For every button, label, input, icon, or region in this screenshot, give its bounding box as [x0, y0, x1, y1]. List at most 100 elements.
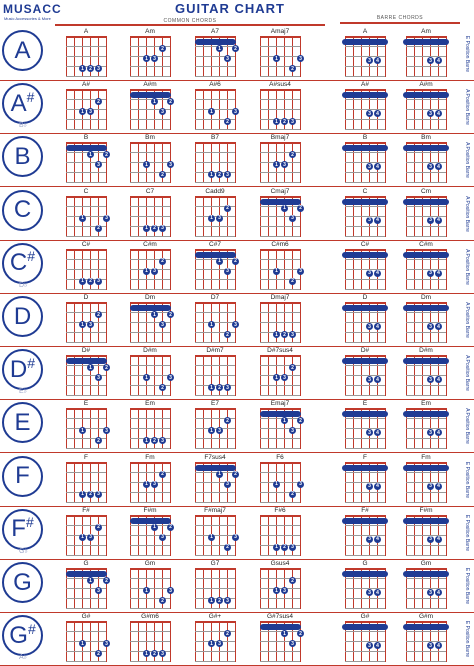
key-circle: F #	[2, 508, 43, 550]
barre-bar	[66, 145, 107, 152]
fret-line	[260, 534, 300, 536]
key-letter: B	[14, 142, 31, 170]
finger-dot: 3	[289, 640, 296, 648]
string	[235, 36, 236, 77]
key-circle: B	[2, 136, 43, 178]
fret-line	[406, 385, 446, 387]
chord-diagram: F#6 1 2 3	[252, 506, 308, 560]
page-title: GUITAR CHART	[175, 1, 285, 16]
string	[446, 302, 447, 343]
fret-line	[406, 288, 446, 290]
barre-bar	[342, 145, 388, 152]
chord-diagram: G#m 3 4	[398, 612, 454, 666]
nut	[345, 248, 385, 251]
string	[170, 621, 171, 663]
nut	[260, 248, 300, 251]
fret-line	[345, 119, 385, 121]
chord-name: Bmaj7	[270, 134, 290, 142]
finger-dot: 2	[103, 151, 110, 159]
chord-name: G	[362, 560, 368, 567]
finger-dot: 3	[289, 543, 296, 551]
finger-dot: 4	[435, 110, 442, 118]
row-divider	[0, 186, 474, 188]
fret-line	[130, 428, 170, 430]
chord-diagram: Bm 1 2 3	[122, 133, 178, 187]
finger-dot: 3	[281, 587, 288, 594]
string	[106, 89, 107, 131]
fret-line	[130, 332, 170, 333]
barre-position-label: A Position Barre	[462, 240, 472, 294]
barre-position-label: E Position Barre	[462, 27, 472, 81]
nut	[195, 408, 235, 411]
key-circle: E	[2, 402, 43, 444]
fret-line	[195, 385, 235, 387]
fret-line	[345, 534, 385, 536]
finger-dot: 3	[159, 224, 166, 232]
finger-dot: 3	[427, 589, 434, 596]
chord-diagram: Dm 1 2 3	[122, 293, 178, 347]
key-letter: F	[15, 462, 30, 490]
finger-dot: 1	[208, 321, 215, 328]
nut	[345, 89, 385, 92]
nut	[195, 36, 235, 38]
chord-diagram: D#m 3 4	[398, 346, 454, 400]
key-circle: D #	[2, 349, 43, 391]
fret-line	[130, 119, 170, 121]
finger-dot: 4	[435, 57, 442, 64]
side-text: E Position Barre	[464, 621, 471, 658]
fret-line	[195, 641, 235, 643]
barre-position-label: A Position Barre	[462, 80, 472, 134]
finger-dot: 3	[366, 429, 373, 437]
side-text: A Position Barre	[464, 355, 471, 392]
fret-line	[130, 418, 170, 420]
fret-line	[195, 491, 235, 493]
key-letter: A	[14, 36, 31, 64]
fret-line	[130, 205, 170, 207]
fret-line	[66, 322, 106, 323]
fret-line	[195, 544, 235, 546]
fret-line	[66, 235, 106, 237]
finger-dot: 2	[159, 257, 166, 265]
nut	[406, 514, 446, 517]
string	[446, 195, 447, 237]
fret-line	[260, 109, 300, 111]
chord-name: C7	[145, 187, 155, 195]
key-letter: G	[13, 568, 32, 596]
finger-dot: 2	[232, 257, 239, 265]
finger-dot: 1	[79, 321, 86, 328]
finger-dot: 3	[366, 376, 373, 384]
chord-diagram: Am 3 4	[398, 27, 454, 81]
fret-line	[130, 288, 170, 290]
finger-dot: 4	[374, 535, 381, 543]
string	[385, 36, 386, 77]
side-text: A Position Barre	[464, 302, 471, 338]
fret-line	[260, 342, 300, 343]
string	[300, 302, 301, 343]
finger-dot: 2	[87, 277, 94, 285]
fret-line	[130, 598, 170, 599]
fret-line	[130, 578, 170, 579]
finger-dot: 3	[366, 110, 373, 118]
finger-dot: 1	[208, 171, 215, 179]
fret-line	[260, 598, 300, 599]
barre-bar	[342, 251, 388, 258]
fret-line	[195, 661, 235, 663]
fret-line	[195, 278, 235, 280]
chord-name: G#m	[418, 613, 434, 621]
fret-line	[260, 66, 300, 67]
chord-name: Gsus4	[270, 560, 290, 567]
nut	[345, 408, 385, 411]
fret-line	[130, 66, 170, 67]
string	[170, 248, 171, 290]
finger-dot: 2	[151, 650, 158, 658]
barre-bar	[342, 305, 388, 311]
fret-line	[406, 225, 446, 227]
barre-chords-label: BARRE CHORDS	[376, 15, 424, 21]
nut	[345, 514, 385, 517]
finger-dot: 1	[208, 640, 215, 648]
finger-dot: 4	[435, 589, 442, 596]
chord-diagram: B7 1 2 3	[187, 133, 243, 187]
